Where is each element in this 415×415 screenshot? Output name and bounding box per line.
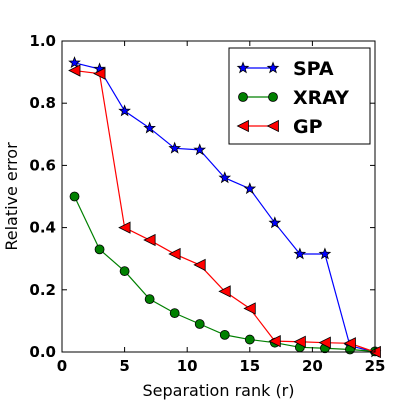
data-point-xray — [219, 329, 230, 340]
x-tick-label: 25 — [365, 357, 386, 375]
legend-item-spa: SPA — [236, 58, 334, 80]
y-tick-label: 1.0 — [29, 32, 56, 50]
legend-label-xray: XRAY — [293, 87, 349, 109]
legend-box — [228, 47, 371, 145]
data-point-gp — [243, 302, 256, 315]
legend-label-gp: GP — [293, 116, 323, 138]
data-point-xray — [69, 191, 80, 202]
series-xray — [69, 191, 380, 357]
data-point-gp — [343, 337, 356, 350]
legend-marker-xray — [238, 92, 248, 102]
data-point-gp — [68, 64, 81, 77]
data-point-gp — [143, 233, 156, 247]
y-tick-label: 0.6 — [29, 156, 56, 174]
legend-marker-gp — [236, 119, 249, 133]
y-axis-label: Relative error — [2, 142, 21, 251]
x-tick-label: 20 — [302, 357, 323, 375]
data-point-gp — [168, 247, 181, 261]
legend-item-gp: GP — [236, 116, 323, 138]
data-point-spa — [68, 56, 81, 69]
data-point-gp — [268, 334, 281, 348]
x-tick-label: 5 — [119, 357, 129, 375]
data-point-gp — [118, 221, 131, 234]
plot-frame — [61, 40, 376, 353]
legend: SPA XRAY GP — [228, 47, 371, 145]
data-point-xray — [194, 319, 205, 329]
legend-item-xray: XRAY — [238, 87, 349, 109]
data-point-gp — [93, 67, 106, 80]
legend-marker-gp — [266, 119, 279, 133]
data-point-xray — [169, 308, 180, 319]
x-axis-label: Separation rank (r) — [142, 381, 294, 400]
data-point-spa — [293, 247, 307, 260]
data-point-spa — [193, 143, 207, 156]
legend-marker-spa — [236, 61, 250, 74]
x-tick-label: 15 — [239, 357, 260, 375]
data-point-gp — [318, 336, 331, 349]
legend-label-spa: SPA — [293, 58, 334, 80]
data-point-xray — [94, 244, 105, 255]
legend-marker-xray — [268, 92, 278, 102]
tick-layer: 0 5 10 15 20 25 0.0 0.2 0.4 0.6 0.8 1.0 — [29, 32, 385, 375]
data-point-spa — [243, 182, 257, 195]
y-tick-label: 0.8 — [29, 94, 56, 112]
data-point-xray — [244, 334, 255, 345]
y-tick-label: 0.0 — [29, 343, 56, 361]
data-point-spa — [143, 121, 156, 134]
data-point-spa — [218, 171, 232, 184]
data-point-gp — [293, 335, 306, 348]
x-tick-label: 0 — [57, 357, 67, 375]
y-tick-label: 0.4 — [29, 219, 56, 237]
y-tick-label: 0.2 — [29, 281, 56, 299]
data-point-gp — [218, 285, 231, 298]
data-point-spa — [318, 247, 332, 260]
data-point-gp — [193, 258, 206, 272]
data-point-spa — [168, 141, 181, 154]
data-point-spa — [268, 216, 282, 229]
data-point-xray — [119, 266, 130, 277]
data-point-spa — [118, 104, 131, 117]
x-tick-label: 10 — [177, 357, 198, 375]
legend-marker-spa — [266, 61, 280, 74]
data-point-xray — [144, 294, 155, 305]
